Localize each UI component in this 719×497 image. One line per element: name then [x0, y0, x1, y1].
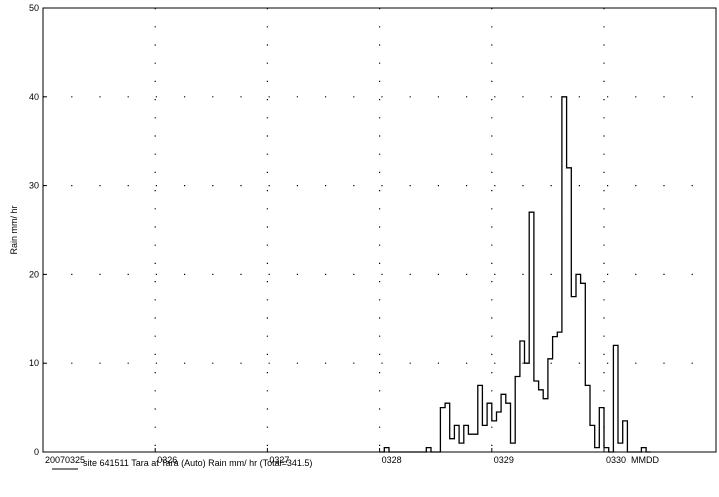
y-tick-label: 30 — [29, 181, 39, 191]
x-tick-label: 0330 — [606, 455, 626, 465]
x-tick-label: 0329 — [494, 455, 514, 465]
series-layer — [379, 96, 651, 453]
y-tick-label: 50 — [29, 3, 39, 13]
x-tick-label: 0326 — [157, 455, 177, 465]
x-tick-label: 0327 — [269, 455, 289, 465]
x-axis-label: MMDD — [631, 455, 659, 465]
legend-label-0: site 641511 Tara at Tara (Auto) Rain mm/… — [83, 458, 312, 468]
plot-frame — [42, 7, 717, 453]
y-tick-label: 20 — [29, 269, 39, 279]
legend: site 641511 Tara at Tara (Auto) Rain mm/… — [52, 458, 312, 470]
x-tick-label: 0328 — [382, 455, 402, 465]
y-tick-label: 10 — [29, 358, 39, 368]
grid — [43, 8, 716, 452]
y-tick-label: 0 — [34, 447, 39, 457]
labels: 0 10 20 30 40 50 20070325 0326 0327 0328 0329 0330 M… — [9, 3, 659, 465]
series-line-0 — [379, 96, 651, 453]
y-tick-label: 40 — [29, 92, 39, 102]
x-tick-label: 20070325 — [45, 455, 85, 465]
axes — [42, 7, 717, 453]
y-axis-label: Rain mm/ hr — [9, 205, 19, 254]
